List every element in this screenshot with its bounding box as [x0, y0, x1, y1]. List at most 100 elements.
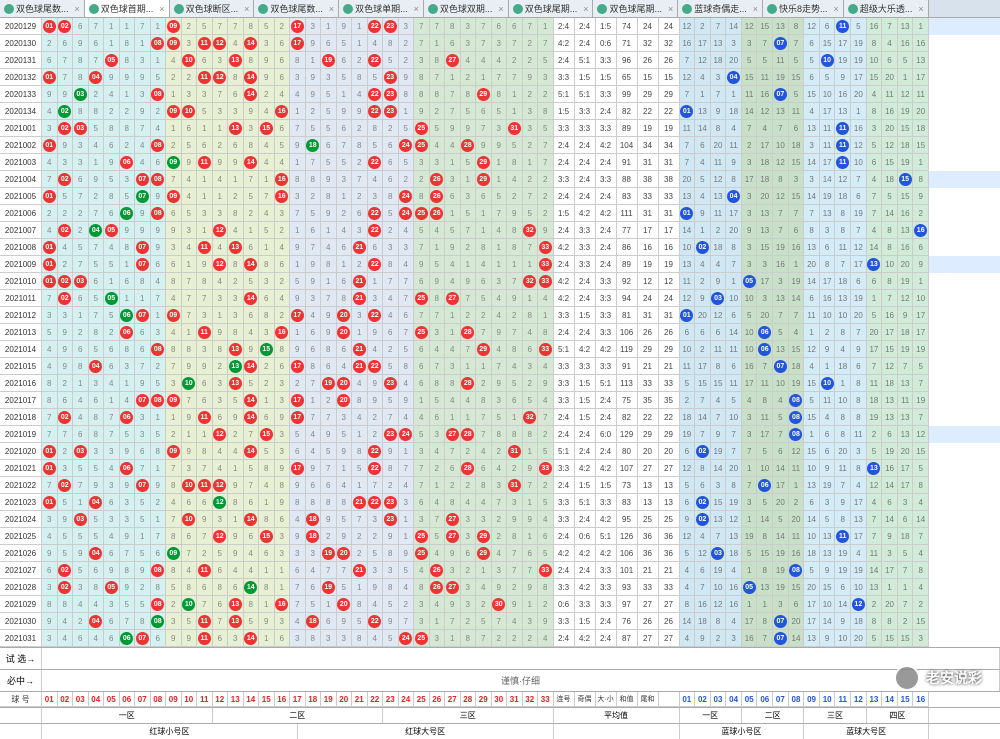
red-num-header: 26 — [430, 692, 446, 707]
red-ball: 18 — [306, 615, 319, 628]
blue-miss-cell: 18 — [695, 613, 711, 630]
tab[interactable]: 双色球尾数...× — [254, 0, 339, 17]
red-miss-cell: 5 — [538, 494, 554, 511]
blue-ball-hit: 03 — [711, 290, 727, 307]
red-ball: 18 — [306, 513, 319, 526]
stat-cell: 91 — [617, 358, 638, 375]
red-ball: 19 — [322, 377, 335, 390]
red-num-header: 20 — [337, 692, 353, 707]
blue-miss-cell: 7 — [711, 409, 727, 426]
red-miss-cell: 6 — [445, 460, 461, 477]
red-ball: 28 — [461, 377, 474, 390]
blue-ball: 02 — [696, 241, 709, 254]
close-icon[interactable]: × — [75, 4, 80, 14]
red-ball: 22 — [368, 105, 381, 118]
red-ball: 21 — [353, 343, 366, 356]
red-miss-cell: 5 — [104, 171, 120, 188]
red-miss-cell: 2 — [352, 154, 368, 171]
stat-cell: 3:3 — [554, 307, 575, 324]
blue-miss-cell: 12 — [742, 18, 758, 35]
red-miss-cell: 5 — [120, 188, 136, 205]
blue-miss-cell: 5 — [867, 137, 883, 154]
blue-miss-cell: 18 — [711, 239, 727, 256]
tab[interactable]: 双色球双期...× — [424, 0, 509, 17]
red-ball: 22 — [368, 20, 381, 33]
stat-cell: 3:3 — [596, 562, 617, 579]
red-miss-cell: 6 — [244, 239, 260, 256]
stat-cell: 1:5 — [554, 103, 575, 120]
red-ball: 25 — [415, 547, 428, 560]
red-ball: 04 — [89, 615, 102, 628]
tab-icon — [343, 4, 353, 14]
red-miss-cell: 3 — [120, 511, 136, 528]
red-miss-cell: 9 — [120, 579, 136, 596]
blue-ball: 02 — [696, 445, 709, 458]
tab[interactable]: 双色球尾期...× — [509, 0, 594, 17]
close-icon[interactable]: × — [159, 4, 164, 14]
blue-miss-cell: 1 — [726, 273, 742, 290]
blue-miss-cell: 18 — [913, 120, 929, 137]
stat-cell: 27 — [638, 630, 659, 647]
tab[interactable]: 超级大乐透...× — [844, 0, 929, 17]
stat-cell: 26 — [659, 324, 680, 341]
stat-cell: 3:3 — [554, 69, 575, 86]
red-miss-cell: 3 — [275, 205, 291, 222]
close-icon[interactable]: × — [329, 4, 334, 14]
close-icon[interactable]: × — [918, 4, 923, 14]
red-miss-cell: 8 — [259, 256, 275, 273]
red-miss-cell: 4 — [430, 494, 446, 511]
red-miss-cell: 1 — [151, 307, 167, 324]
close-icon[interactable]: × — [414, 4, 419, 14]
tab[interactable]: 双色球断区...× — [170, 0, 255, 17]
tab[interactable]: 快乐8走势...× — [763, 0, 844, 17]
red-miss-cell: 2 — [58, 443, 74, 460]
red-miss-cell: 8 — [352, 69, 368, 86]
blue-miss-cell: 19 — [851, 205, 867, 222]
blue-miss-cell: 5 — [789, 86, 805, 103]
stat-cell: 2:4 — [554, 426, 575, 443]
trend-row: 2020129010267117109257785217319122233778… — [0, 18, 1000, 35]
red-miss-cell: 6 — [244, 528, 260, 545]
close-icon[interactable]: × — [498, 4, 503, 14]
blue-miss-cell: 16 — [882, 103, 898, 120]
tab[interactable]: 双色球尾数...× — [0, 0, 85, 17]
close-icon[interactable]: × — [583, 4, 588, 14]
tab[interactable]: 双色球首期...× — [85, 0, 170, 17]
red-miss-cell: 5 — [244, 613, 260, 630]
red-num-header: 22 — [368, 692, 384, 707]
red-miss-cell: 1 — [445, 409, 461, 426]
red-miss-cell: 6 — [259, 290, 275, 307]
red-miss-cell: 1 — [430, 477, 446, 494]
blue-miss-cell: 7 — [773, 205, 789, 222]
blue-miss-cell: 1 — [867, 290, 883, 307]
tab[interactable]: 双色球尾期...× — [593, 0, 678, 17]
red-ball-hit: 32 — [523, 409, 539, 426]
stat-cell: 2:4 — [554, 324, 575, 341]
red-ball-hit: 23 — [383, 18, 399, 35]
tab[interactable]: 蓝球奇偶走...× — [678, 0, 763, 17]
trial-area[interactable] — [42, 648, 1000, 669]
must-area[interactable]: 谨慎·仔细 — [42, 670, 1000, 691]
red-miss-cell: 9 — [42, 613, 58, 630]
red-ball-hit: 12 — [213, 35, 229, 52]
stat-header: 连号 — [554, 692, 575, 707]
red-miss-cell: 7 — [352, 171, 368, 188]
close-icon[interactable]: × — [753, 4, 758, 14]
close-icon[interactable]: × — [668, 4, 673, 14]
close-icon[interactable]: × — [244, 4, 249, 14]
issue-cell: 2021004 — [0, 171, 42, 188]
red-miss-cell: 3 — [523, 613, 539, 630]
red-miss-cell: 5 — [399, 341, 415, 358]
blue-miss-cell: 18 — [726, 545, 742, 562]
stat-cell: 3:3 — [554, 358, 575, 375]
blue-miss-cell: 8 — [913, 171, 929, 188]
red-ball: 25 — [415, 632, 428, 645]
red-miss-cell: 2 — [352, 52, 368, 69]
close-icon[interactable]: × — [834, 4, 839, 14]
red-miss-cell: 8 — [399, 86, 415, 103]
issue-cell: 2021014 — [0, 341, 42, 358]
red-miss-cell: 7 — [197, 528, 213, 545]
blue-miss-cell: 20 — [913, 103, 929, 120]
red-ball: 01 — [43, 20, 56, 33]
tab[interactable]: 双色球单期...× — [339, 0, 424, 17]
